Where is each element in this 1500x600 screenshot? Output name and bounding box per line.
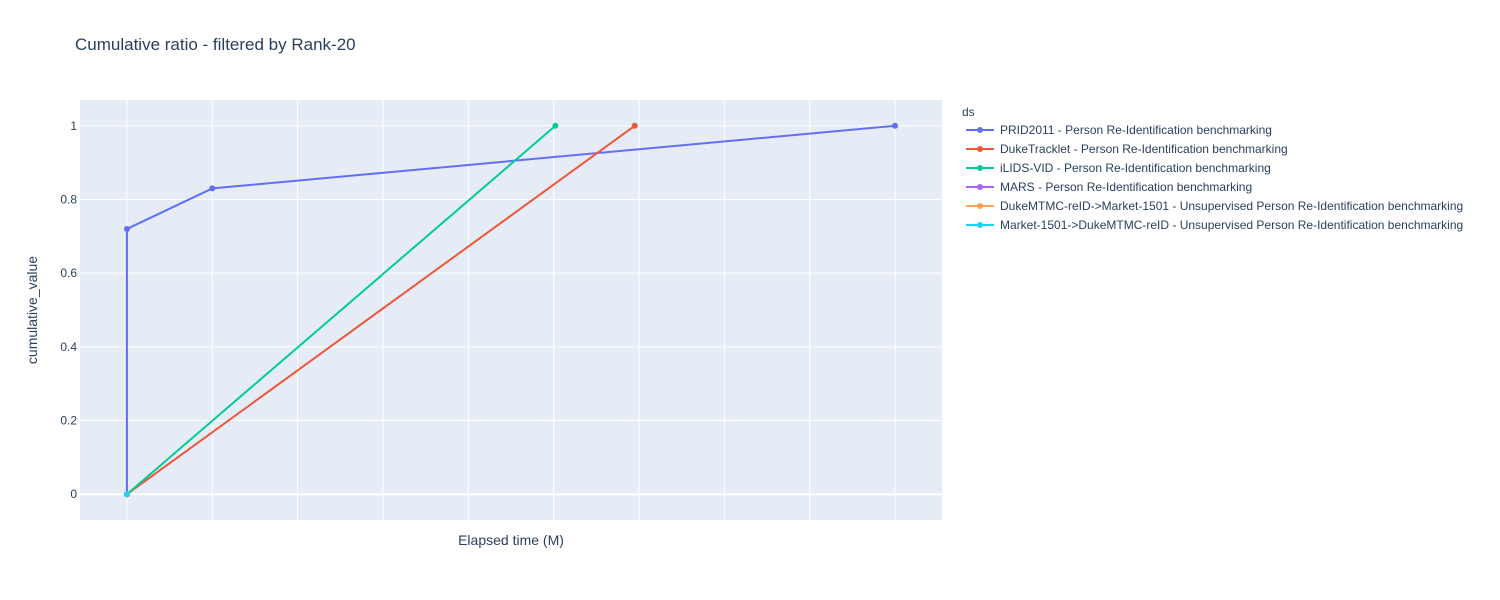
legend[interactable]: ds PRID2011 - Person Re-Identification b… bbox=[962, 105, 1463, 232]
data-point[interactable] bbox=[631, 122, 638, 129]
legend-item[interactable]: DukeMTMC-reID->Market-1501 - Unsupervise… bbox=[966, 199, 1463, 213]
data-point[interactable] bbox=[209, 185, 216, 192]
legend-item[interactable]: PRID2011 - Person Re-Identification benc… bbox=[966, 123, 1272, 137]
legend-item[interactable]: iLIDS-VID - Person Re-Identification ben… bbox=[966, 161, 1271, 175]
series-line[interactable] bbox=[126, 125, 557, 495]
y-axis-title: cumulative_value bbox=[24, 256, 40, 364]
y-tick-label: 1 bbox=[70, 119, 77, 133]
x-gridlines bbox=[126, 100, 896, 520]
legend-swatch-marker bbox=[977, 184, 983, 190]
legend-swatch-marker bbox=[977, 222, 983, 228]
legend-label: DukeTracklet - Person Re-Identification … bbox=[1000, 142, 1288, 156]
data-point[interactable] bbox=[892, 122, 899, 129]
legend-swatch-marker bbox=[977, 203, 983, 209]
legend-title: ds bbox=[962, 105, 975, 119]
series-line[interactable] bbox=[126, 124, 636, 496]
y-tick-labels: 0 0.2 0.4 0.6 0.8 1 bbox=[60, 119, 77, 501]
legend-label: DukeMTMC-reID->Market-1501 - Unsupervise… bbox=[1000, 199, 1463, 213]
x-axis-title: Elapsed time (M) bbox=[458, 532, 564, 548]
legend-label: iLIDS-VID - Person Re-Identification ben… bbox=[1000, 161, 1271, 175]
y-tick-label: 0.6 bbox=[60, 266, 77, 280]
data-point[interactable] bbox=[123, 491, 130, 498]
y-tick-label: 0.8 bbox=[60, 192, 77, 206]
series-layer[interactable] bbox=[123, 122, 899, 498]
legend-swatch-marker bbox=[977, 165, 983, 171]
y-tick-label: 0 bbox=[70, 487, 77, 501]
legend-swatch-marker bbox=[977, 127, 983, 133]
chart-title: Cumulative ratio - filtered by Rank-20 bbox=[75, 35, 356, 54]
series[interactable] bbox=[123, 491, 130, 498]
legend-item[interactable]: DukeTracklet - Person Re-Identification … bbox=[966, 142, 1288, 156]
legend-label: PRID2011 - Person Re-Identification benc… bbox=[1000, 123, 1272, 137]
plot-area bbox=[80, 100, 942, 520]
series-line[interactable] bbox=[125, 124, 896, 495]
legend-label: Market-1501->DukeMTMC-reID - Unsupervise… bbox=[1000, 218, 1463, 232]
legend-item[interactable]: MARS - Person Re-Identification benchmar… bbox=[966, 180, 1252, 194]
data-point[interactable] bbox=[123, 225, 130, 232]
legend-items[interactable]: PRID2011 - Person Re-Identification benc… bbox=[966, 123, 1463, 232]
legend-item[interactable]: Market-1501->DukeMTMC-reID - Unsupervise… bbox=[966, 218, 1463, 232]
y-tick-label: 0.2 bbox=[60, 414, 77, 428]
data-point[interactable] bbox=[552, 122, 559, 129]
y-gridlines bbox=[80, 125, 942, 496]
legend-label: MARS - Person Re-Identification benchmar… bbox=[1000, 180, 1252, 194]
legend-swatch-marker bbox=[977, 146, 983, 152]
y-tick-label: 0.4 bbox=[60, 340, 77, 354]
